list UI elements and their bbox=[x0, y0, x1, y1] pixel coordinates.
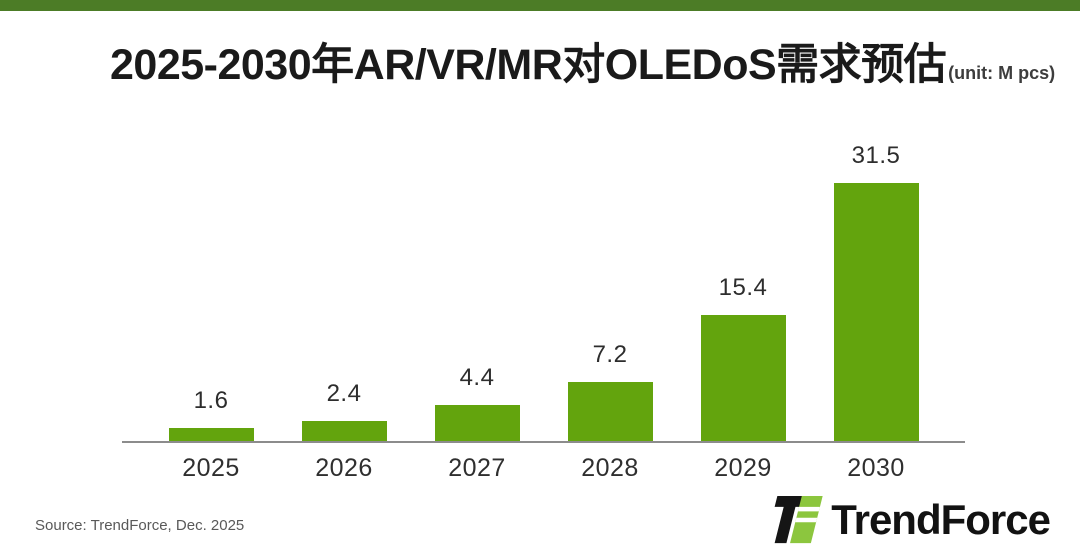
bar-column-2027: 4.4 bbox=[411, 366, 544, 441]
x-axis-label: 2028 bbox=[581, 454, 639, 482]
bar-chart: 1.6 2.4 4.4 7.2 15.4 31.5 2025 2026 2027 2028 202… bbox=[122, 140, 965, 483]
chart-title: 2025-2030年AR/VR/MR对OLEDoS需求预估 bbox=[110, 41, 947, 89]
bar-value-label: 7.2 bbox=[592, 341, 628, 368]
x-axis-label: 2027 bbox=[448, 454, 506, 482]
bar-value-label: 4.4 bbox=[459, 364, 495, 391]
bar-2029 bbox=[700, 315, 786, 441]
trendforce-logo-icon bbox=[774, 495, 823, 544]
x-axis-label: 2026 bbox=[315, 454, 373, 482]
bar-2028 bbox=[567, 382, 653, 441]
x-axis-label: 2029 bbox=[714, 454, 772, 482]
plot-area: 1.6 2.4 4.4 7.2 15.4 31.5 bbox=[122, 140, 965, 443]
x-axis-labels: 2025 2026 2027 2028 2029 2030 bbox=[122, 443, 965, 483]
trendforce-logo-text: TrendForce bbox=[831, 496, 1051, 543]
bar-2025 bbox=[168, 428, 254, 441]
top-accent-bar bbox=[0, 0, 1080, 11]
chart-header: 2025-2030年AR/VR/MR对OLEDoS需求预估 (unit: M pc… bbox=[110, 30, 1055, 92]
bar-column-2026: 2.4 bbox=[278, 382, 411, 441]
trendforce-logo: TrendForce bbox=[766, 493, 1051, 547]
bar-2026 bbox=[301, 421, 387, 441]
bar-value-label: 15.4 bbox=[718, 274, 768, 301]
bar-column-2025: 1.6 bbox=[145, 389, 278, 441]
unit-label: (unit: M pcs) bbox=[948, 63, 1056, 83]
bar-2030 bbox=[833, 183, 919, 441]
source-note: Source: TrendForce, Dec. 2025 bbox=[35, 517, 245, 534]
bar-value-label: 31.5 bbox=[851, 142, 901, 169]
bar-value-label: 1.6 bbox=[193, 387, 229, 414]
bar-column-2028: 7.2 bbox=[544, 343, 677, 441]
bar-column-2030: 31.5 bbox=[810, 144, 943, 441]
x-axis-label: 2025 bbox=[182, 454, 240, 482]
bar-value-label: 2.4 bbox=[326, 380, 362, 407]
x-axis-label: 2030 bbox=[847, 454, 905, 482]
bar-column-2029: 15.4 bbox=[677, 276, 810, 441]
bar-2027 bbox=[434, 405, 520, 441]
